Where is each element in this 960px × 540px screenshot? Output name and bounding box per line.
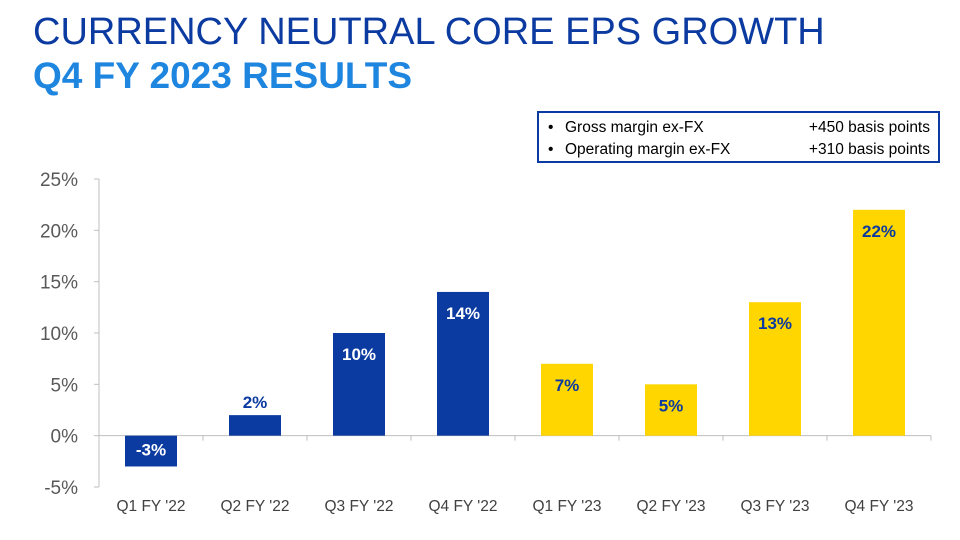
- bar: [333, 333, 385, 436]
- x-tick-label: Q4 FY '23: [844, 498, 913, 515]
- y-tick-label: 10%: [40, 324, 78, 345]
- x-tick-label: Q1 FY '22: [116, 498, 185, 515]
- page-title: CURRENCY NEUTRAL CORE EPS GROWTH: [33, 11, 825, 53]
- bar: [541, 363, 593, 436]
- bar: [125, 435, 177, 467]
- margin-callout-box: • Gross margin ex-FX +450 basis points •…: [537, 111, 940, 163]
- y-tick-label: 20%: [40, 221, 78, 242]
- page-subtitle: Q4 FY 2023 RESULTS: [33, 55, 413, 96]
- bar: [749, 302, 801, 436]
- y-tick-label: 15%: [40, 273, 78, 294]
- bullet-icon: •: [548, 119, 554, 136]
- x-tick-label: Q4 FY '22: [428, 498, 497, 515]
- bullet-icon: •: [548, 141, 554, 158]
- callout-value: +310 basis points: [808, 141, 930, 158]
- y-tick-label: 25%: [40, 170, 78, 191]
- data-label: 5%: [659, 396, 684, 415]
- data-label: 10%: [342, 345, 376, 364]
- bar: [437, 291, 489, 436]
- bar: [853, 209, 905, 436]
- data-label: 7%: [555, 376, 580, 395]
- x-tick-label: Q3 FY '23: [740, 498, 809, 515]
- y-tick-label: 0%: [51, 427, 79, 448]
- y-tick-label: 5%: [51, 375, 79, 396]
- data-label: 14%: [446, 304, 480, 323]
- data-label: 22%: [862, 222, 896, 241]
- x-tick-label: Q3 FY '22: [324, 498, 393, 515]
- callout-item-gross-margin: • Gross margin ex-FX +450 basis points: [539, 117, 938, 139]
- bar: [229, 415, 281, 436]
- y-tick-label: -5%: [44, 478, 78, 499]
- x-tick-label: Q2 FY '23: [636, 498, 705, 515]
- data-label: 13%: [758, 314, 792, 333]
- callout-value: +450 basis points: [808, 119, 930, 136]
- data-label: 2%: [243, 393, 268, 412]
- callout-label: Gross margin ex-FX: [565, 119, 704, 136]
- bar: [645, 384, 697, 436]
- callout-label: Operating margin ex-FX: [565, 141, 731, 158]
- data-label: -3%: [136, 441, 166, 460]
- x-tick-label: Q2 FY '22: [220, 498, 289, 515]
- callout-item-operating-margin: • Operating margin ex-FX +310 basis poin…: [539, 139, 938, 161]
- x-tick-label: Q1 FY '23: [532, 498, 601, 515]
